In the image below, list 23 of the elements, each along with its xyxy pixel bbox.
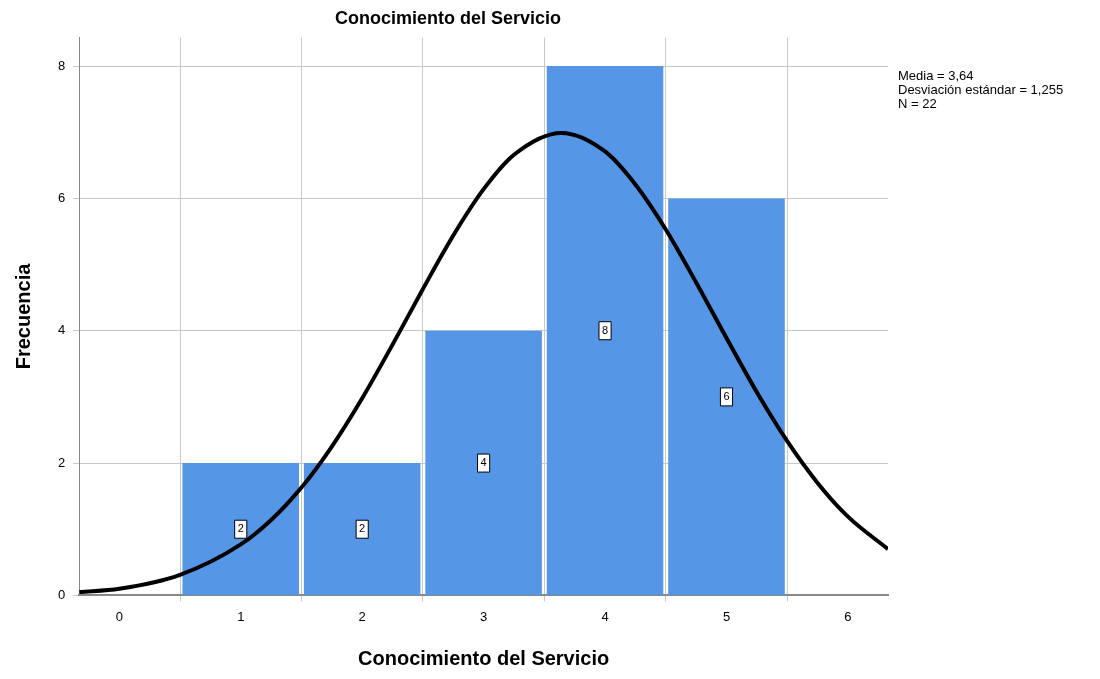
y-tick-label: 8 xyxy=(58,57,66,73)
x-tick-label: 1 xyxy=(237,608,245,624)
text: Desviación estándar = 1,255 xyxy=(898,81,1064,97)
x-tick-label: 6 xyxy=(844,608,852,624)
y-axis-title: Frecuencia xyxy=(11,262,34,370)
data-label: 2 xyxy=(237,522,244,535)
y-tick-label: 0 xyxy=(58,586,66,602)
text: N = 22 xyxy=(898,95,937,111)
x-tick-label: 0 xyxy=(115,608,123,624)
data-label: 6 xyxy=(723,389,730,402)
chart-title: Conocimiento del Servicio xyxy=(334,7,562,28)
x-tick-label: 3 xyxy=(480,608,488,624)
y-tick-label: 6 xyxy=(58,189,66,205)
y-tick-label: 2 xyxy=(58,454,66,470)
text: Media = 3,64 xyxy=(898,67,974,83)
x-tick-label: 5 xyxy=(722,608,731,624)
data-label: 2 xyxy=(359,522,366,535)
data-label: 8 xyxy=(601,323,609,336)
data-label: 4 xyxy=(480,456,487,469)
y-tick-label: 4 xyxy=(58,322,66,338)
x-axis-title: Conocimiento del Servicio xyxy=(358,646,610,669)
x-tick-label: 4 xyxy=(601,608,609,624)
x-tick-label: 2 xyxy=(358,608,366,624)
